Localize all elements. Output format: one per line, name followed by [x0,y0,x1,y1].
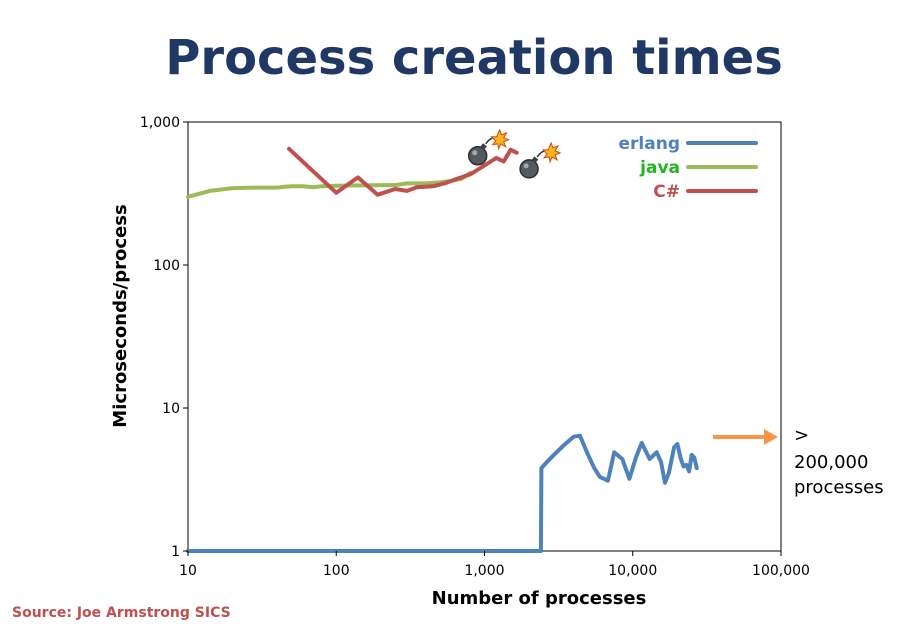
legend-label-java: java [639,158,680,178]
y-axis-title: Microseconds/process [110,204,131,427]
source-credit: Source: Joe Armstrong SICS [12,605,231,621]
series-line-java [186,171,473,199]
bomb-icon [519,141,562,179]
annotation-line-3: processes [794,477,884,498]
y-tick-label: 1,000 [140,115,180,131]
x-tick-label: 10 [179,563,197,579]
annotation-line-2: 200,000 [794,452,868,473]
x-tick-label: 10,000 [608,563,657,579]
process-creation-chart: 10 100 1,000 10,000 100,000 1 10 100 1,000 Numb… [110,115,884,609]
slide-title: Process creation times [165,30,783,86]
chart-legend: erlang java C# [619,134,758,202]
series-line-erlang [186,433,699,553]
y-axis-ticks: 1 10 100 1,000 [140,115,188,560]
arrow-right-icon [764,429,778,445]
y-tick-label: 10 [162,401,180,417]
annotation-line-1: > [794,425,809,446]
x-tick-label: 100 [323,563,350,579]
series-layer [186,146,699,553]
marker-layer [467,128,562,179]
legend-label-erlang: erlang [619,134,680,154]
annotation-group: > 200,000 processes [713,425,884,498]
legend-label-c-sharp: C# [653,182,680,202]
x-axis-ticks: 10 100 1,000 10,000 100,000 [179,551,810,579]
plot-area [187,121,782,552]
bomb-icon [467,128,511,166]
y-tick-label: 1 [171,544,180,560]
x-tick-label: 100,000 [752,563,810,579]
x-tick-label: 1,000 [464,563,504,579]
y-tick-label: 100 [153,258,180,274]
x-axis-title: Number of processes [432,588,647,609]
series-line-c-sharp [287,146,519,197]
